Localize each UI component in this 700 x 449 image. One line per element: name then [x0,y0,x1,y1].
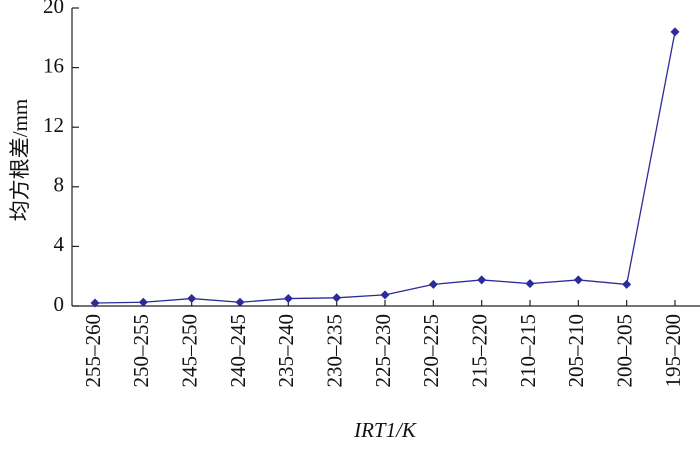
point-marker [380,290,390,300]
point-marker [477,275,487,285]
point-marker [670,27,680,37]
point-marker [525,279,535,289]
point-marker [573,275,583,285]
y-tick-label: 20 [43,0,64,18]
point-marker [90,298,100,308]
point-marker [332,293,342,303]
point-marker [428,279,438,289]
point-marker [138,297,148,307]
x-axis-title: IRT1/K [353,418,417,442]
y-tick-label: 16 [43,53,64,77]
series-line [94,31,676,304]
y-tick-label: 4 [54,232,65,256]
x-tick-label: 240–245 [226,314,250,388]
x-tick-label: 220–225 [419,314,443,388]
y-tick-label: 8 [54,173,65,197]
y-tick-label: 0 [54,292,65,316]
x-tick-label: 255–260 [81,314,105,388]
x-tick-label: 215–220 [467,314,491,388]
x-tick-label: 235–240 [274,314,298,388]
y-tick-label: 12 [43,113,64,137]
x-tick-label: 200–205 [612,314,636,388]
x-tick-label: 195–200 [661,314,685,388]
point-marker [622,279,632,289]
point-marker [283,294,293,304]
x-tick-label: 225–230 [371,314,395,388]
x-tick-label: 210–215 [516,314,540,388]
x-tick-label: 230–235 [322,314,346,388]
point-marker [187,294,197,304]
point-marker [235,297,245,307]
x-tick-label: 205–210 [564,314,588,388]
y-axis-title: 均方根差/mm [8,99,32,222]
x-tick-label: 250–255 [129,314,153,388]
x-tick-label: 245–250 [177,314,201,388]
